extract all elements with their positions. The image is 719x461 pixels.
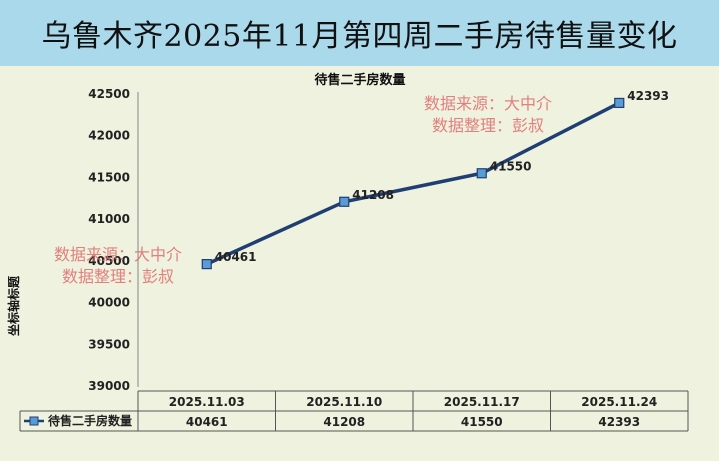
watermark-author: 数据整理：彭叔 <box>432 116 544 135</box>
y-tick-label: 42000 <box>88 129 130 143</box>
table-value-cell: 40461 <box>186 415 228 429</box>
page-title: 乌鲁木齐2025年11月第四周二手房待售量变化 <box>41 19 678 54</box>
watermark-source: 数据来源：大中介 <box>54 245 182 264</box>
data-label: 42393 <box>627 89 669 103</box>
y-tick-label: 41500 <box>88 170 130 184</box>
table-value-cell: 41208 <box>323 415 365 429</box>
data-table: 2025.11.03 2025.11.10 2025.11.17 2025.11.24… <box>19 390 689 432</box>
data-point-marker <box>201 259 212 270</box>
y-tick-label: 40000 <box>88 296 130 310</box>
data-label: 41550 <box>490 159 532 173</box>
data-point-marker <box>339 196 350 207</box>
line-chart: 待售二手房数量 坐标轴标题 39000 39500 40000 40500 41000 4… <box>6 72 689 432</box>
table-value-cell: 42393 <box>598 415 640 429</box>
data-point-marker <box>476 168 487 179</box>
y-tick-label: 40500 <box>88 254 130 268</box>
watermark-author: 数据整理：彭叔 <box>62 267 174 286</box>
watermark-source: 数据来源：大中介 <box>424 94 552 113</box>
table-header-cell: 2025.11.10 <box>306 395 382 409</box>
y-tick-label: 39500 <box>88 337 130 351</box>
y-axis-title: 坐标轴标题 <box>6 275 21 336</box>
data-point-marker <box>614 97 625 109</box>
data-label: 41208 <box>352 188 394 202</box>
series-line-group: 40461 41208 41550 42393 <box>201 89 669 270</box>
chart-area: 待售二手房数量 坐标轴标题 39000 39500 40000 40500 41000 4… <box>0 66 719 457</box>
chart-title: 待售二手房数量 <box>313 72 405 88</box>
y-tick-label: 42500 <box>88 87 130 101</box>
title-banner: 乌鲁木齐2025年11月第四周二手房待售量变化 <box>0 0 719 67</box>
y-tick-label: 39000 <box>88 379 130 393</box>
series-line <box>206 101 621 266</box>
legend-key-marker <box>29 416 39 426</box>
table-value-cell: 41550 <box>461 415 503 429</box>
table-header-cell: 2025.11.24 <box>581 395 657 409</box>
y-tick-label: 41000 <box>88 212 130 226</box>
data-label: 40461 <box>215 250 257 264</box>
legend-series-name: 待售二手房数量 <box>48 413 132 428</box>
table-header-cell: 2025.11.03 <box>169 395 245 409</box>
table-header-cell: 2025.11.17 <box>444 395 520 409</box>
y-tick-labels: 39000 39500 40000 40500 41000 41500 42000 42500 <box>88 87 130 393</box>
